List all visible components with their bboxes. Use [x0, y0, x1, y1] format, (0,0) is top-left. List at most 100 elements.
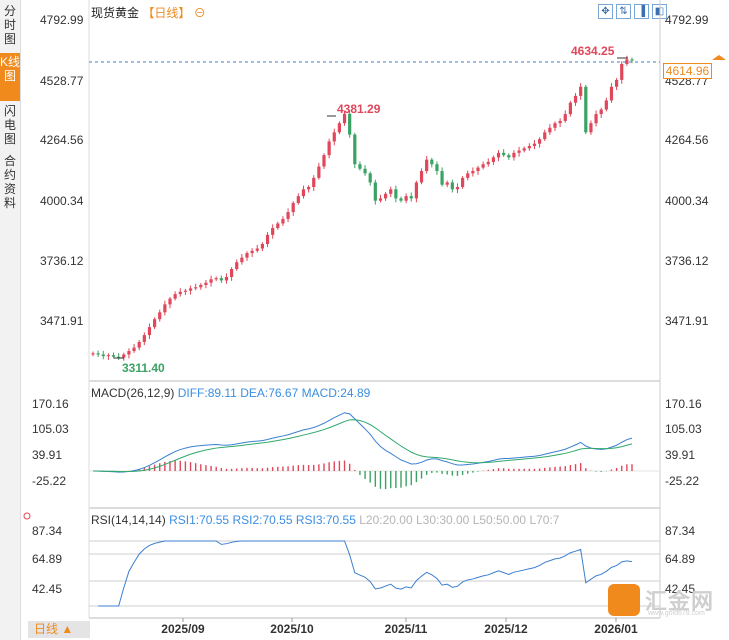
- candle-body: [127, 351, 131, 355]
- candle-body: [353, 134, 357, 165]
- candle-body: [378, 198, 383, 201]
- x-axis-label: 2025/10: [270, 622, 314, 636]
- candle-body: [522, 148, 526, 151]
- pan-icon[interactable]: ✥: [598, 4, 613, 19]
- candle-body: [142, 335, 146, 342]
- candle-body: [579, 86, 583, 96]
- candle-body: [219, 278, 223, 281]
- candle-body: [147, 327, 152, 336]
- candle-body: [168, 298, 172, 305]
- candle-body: [471, 171, 475, 174]
- rsi3: RSI3:70.55: [295, 513, 356, 527]
- price-axis-label-left: 4000.34: [40, 194, 84, 208]
- candle-body: [573, 95, 578, 103]
- candle-body: [271, 228, 275, 235]
- candle-body: [322, 155, 326, 167]
- candle-body: [466, 173, 470, 178]
- candle-body: [291, 202, 295, 213]
- candle-body: [368, 173, 372, 183]
- x-axis-label: 2025/09: [161, 622, 205, 636]
- tab-flash[interactable]: 闪电图: [3, 104, 16, 146]
- candle-body: [194, 287, 198, 289]
- candle-body: [604, 100, 608, 110]
- indicator-icon[interactable]: ▐: [634, 4, 649, 19]
- candle-body: [630, 59, 634, 61]
- x-axis-label: 2025/11: [385, 622, 428, 636]
- rsi-axis-label-right: 42.45: [665, 582, 695, 596]
- candle-body: [240, 257, 244, 263]
- candle-body: [563, 114, 567, 121]
- candle-body: [419, 171, 424, 183]
- candle-body: [337, 123, 341, 133]
- candle-body: [342, 113, 347, 124]
- candle-body: [286, 212, 290, 219]
- candle-body: [204, 282, 208, 285]
- candle-body: [245, 253, 249, 258]
- zoom-icon[interactable]: ⇅: [616, 4, 631, 19]
- candle-body: [414, 182, 418, 199]
- candle-body: [173, 294, 177, 299]
- candle-body: [101, 354, 105, 357]
- candle-body: [450, 182, 454, 190]
- candle-body: [481, 164, 485, 168]
- candle-body: [553, 123, 557, 128]
- refresh-icon[interactable]: ⊖: [193, 6, 206, 20]
- candle-body: [358, 164, 362, 169]
- logo-icon: [608, 584, 640, 616]
- rsi-l50: L50:50.00: [472, 513, 527, 527]
- rsi-label: RSI(14,14,14): [91, 513, 166, 527]
- brand-logo: 汇金网 www.gold678.com: [608, 580, 723, 620]
- candle-body: [599, 109, 603, 115]
- rsi-axis-label-left: 87.34: [32, 524, 62, 538]
- rsi-header: RSI(14,14,14) RSI1:70.55 RSI2:70.55 RSI3…: [91, 513, 559, 527]
- rsi-l20: L20:20.00: [359, 513, 413, 527]
- candle-body: [199, 284, 203, 288]
- candle-body: [517, 150, 521, 153]
- candle-body: [301, 189, 306, 197]
- macd-diff: DIFF:89.11: [177, 386, 237, 400]
- candle-body: [527, 145, 531, 149]
- candle-body: [512, 152, 516, 158]
- rsi-axis-label-right: 64.89: [665, 552, 695, 566]
- candle-body: [589, 123, 593, 133]
- candle-body: [178, 291, 182, 295]
- candle-body: [609, 86, 614, 101]
- candle-body: [307, 187, 311, 190]
- price-axis-label-left: 4792.99: [40, 13, 84, 27]
- candle-body: [312, 177, 316, 188]
- candle-body: [594, 114, 598, 124]
- logo-url: www.gold678.com: [648, 610, 705, 617]
- candle-body: [615, 79, 619, 87]
- rsi-axis-label-right: 87.34: [665, 524, 695, 538]
- tab-contract[interactable]: 合约资料: [3, 154, 16, 210]
- price-axis-label-right: 4264.56: [665, 133, 709, 147]
- period-button[interactable]: 日线 ▲: [28, 621, 90, 638]
- candle-body: [532, 143, 537, 146]
- candle-body: [209, 279, 213, 283]
- candle-body: [111, 355, 116, 357]
- rsi-axis-label-left: 64.89: [32, 552, 62, 566]
- candle-body: [137, 341, 141, 348]
- candle-body: [455, 187, 460, 190]
- price-axis-label-left: 4264.56: [40, 133, 84, 147]
- candle-body: [188, 288, 193, 291]
- tab-kline[interactable]: K线图: [0, 53, 20, 101]
- candle-body: [435, 164, 439, 172]
- candle-body: [538, 139, 542, 144]
- tab-intraday[interactable]: 分时图: [3, 4, 16, 46]
- candle-body: [260, 243, 264, 249]
- candle-body: [502, 152, 506, 156]
- logo-text: 汇金网: [645, 589, 715, 614]
- candle-body: [625, 59, 629, 64]
- period-label: 【日线】: [142, 6, 191, 20]
- price-axis-label-right: 4792.99: [665, 13, 709, 27]
- candle-body: [491, 157, 495, 162]
- candle-body: [558, 120, 562, 124]
- macd-header: MACD(26,12,9) DIFF:89.11 DEA:76.67 MACD:…: [91, 386, 370, 400]
- candle-body: [373, 182, 377, 201]
- candle-body: [409, 196, 413, 199]
- candle-body: [91, 353, 95, 355]
- candle-body: [404, 196, 408, 201]
- candle-body: [265, 234, 270, 244]
- rsi-axis-label-left: 42.45: [32, 582, 62, 596]
